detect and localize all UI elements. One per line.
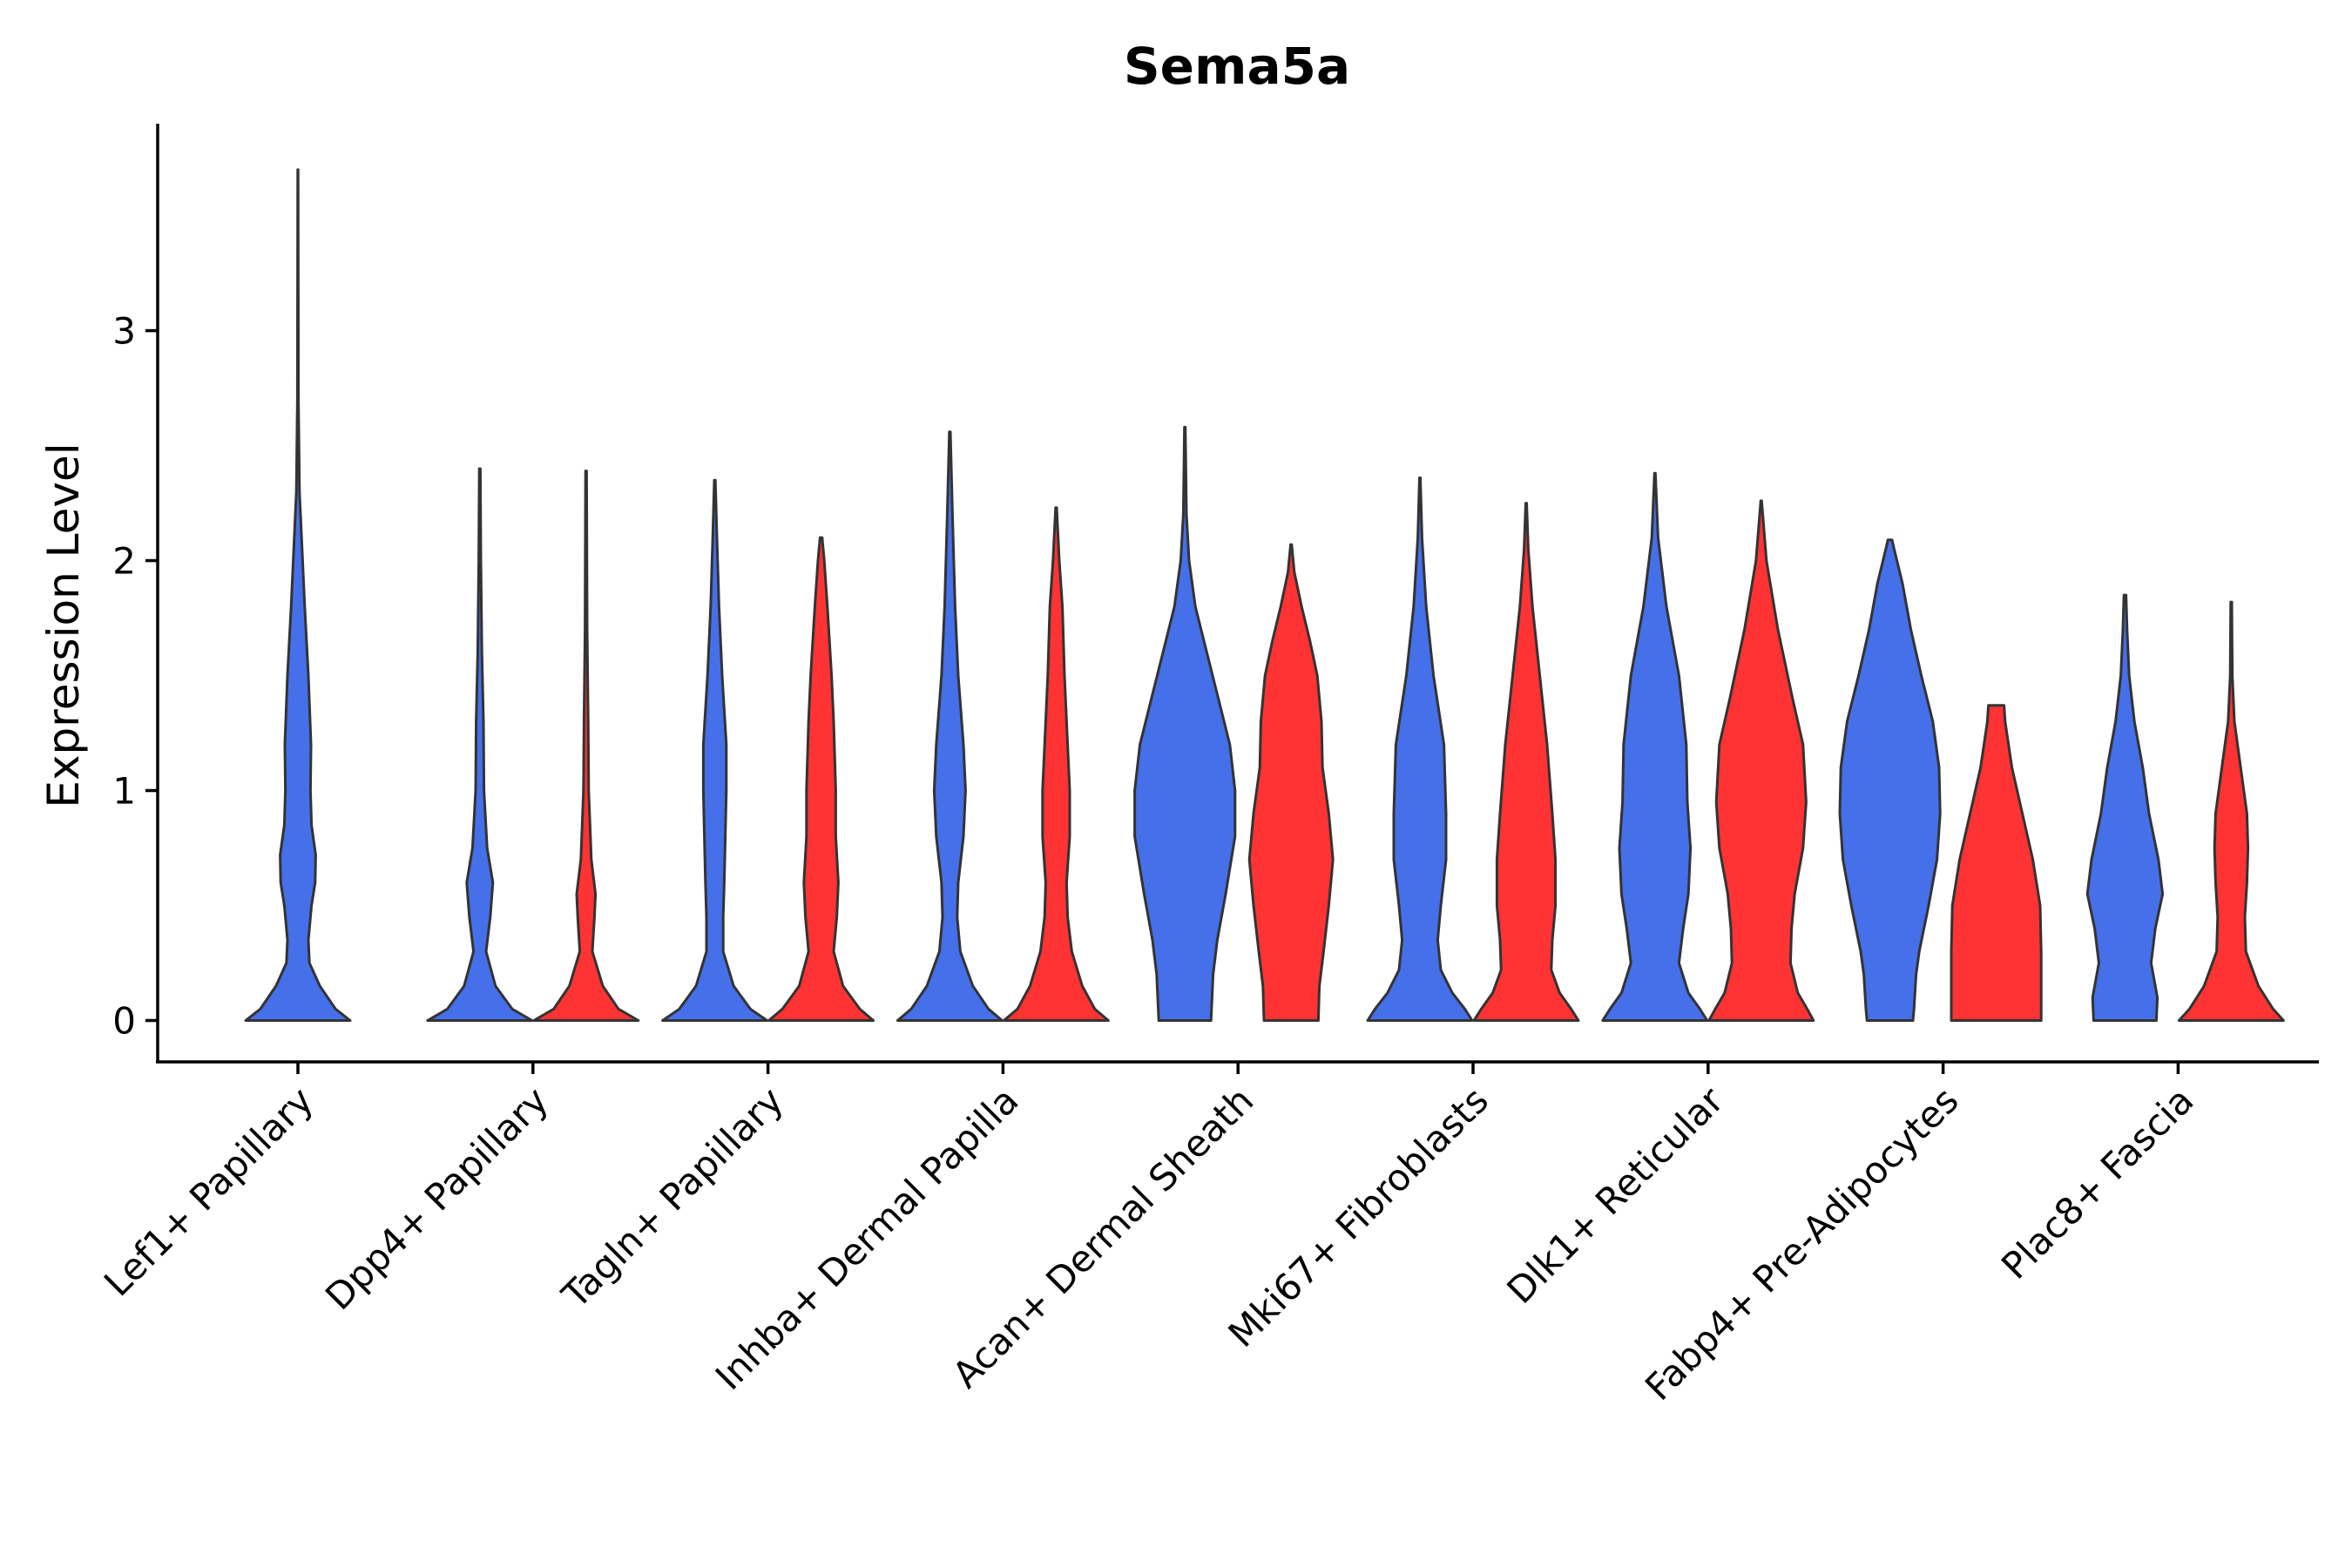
violin-blue-6	[1601, 471, 1709, 1022]
y-tick-label: 2	[112, 540, 136, 583]
violin-red-5	[1472, 502, 1580, 1022]
violin-blue-4	[1133, 425, 1237, 1022]
x-tick-label: Dlk1+ Reticular	[1498, 1078, 1732, 1312]
y-tick-label: 0	[112, 999, 136, 1042]
x-tick-label: Mki67+ Fibroblasts	[1220, 1078, 1497, 1355]
y-ticks: 0 1 2 3	[112, 310, 158, 1042]
violin-blue-8	[2085, 593, 2165, 1022]
violin-red-6	[1707, 499, 1815, 1022]
violin-blue-5	[1366, 476, 1474, 1022]
violin-red-4	[1247, 543, 1335, 1022]
y-tick-label: 3	[112, 310, 136, 353]
violin-red-1	[532, 470, 640, 1022]
y-tick-label: 1	[112, 770, 136, 813]
x-tick-label: Tagln+ Papillary	[553, 1078, 791, 1316]
violin-blue-0	[244, 168, 352, 1022]
violin-group	[244, 168, 2285, 1022]
violin-blue-2	[661, 478, 769, 1022]
x-tick-label: Plac8+ Fascia	[1993, 1078, 2201, 1287]
violin-red-2	[767, 536, 875, 1022]
x-tick-label: Lef1+ Papillary	[96, 1078, 321, 1304]
violin-red-7	[1950, 704, 2043, 1022]
violin-red-8	[2177, 600, 2285, 1022]
violin-blue-1	[426, 467, 534, 1022]
y-axis-label: Expression Level	[38, 443, 89, 808]
violin-blue-7	[1838, 538, 1942, 1022]
violin-red-3	[1002, 506, 1110, 1022]
x-tick-label: Dpp4+ Papillary	[317, 1078, 557, 1318]
chart-title: Sema5a	[1124, 37, 1350, 96]
violin-blue-3	[896, 430, 1004, 1022]
